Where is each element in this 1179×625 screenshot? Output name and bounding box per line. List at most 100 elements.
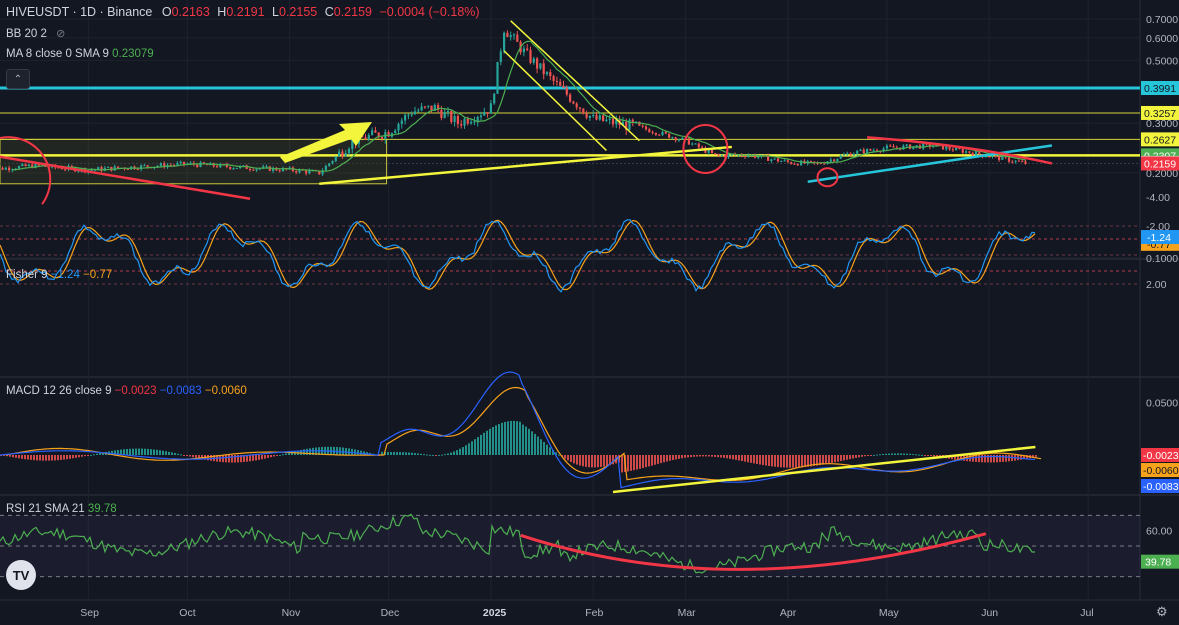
macd-histogram-bar [78, 455, 80, 458]
macd-histogram-bar [705, 455, 707, 457]
macd-histogram-bar [828, 455, 830, 464]
candle-body [885, 145, 888, 149]
macd-histogram-bar [534, 433, 536, 455]
macd-histogram-bar [414, 453, 416, 455]
collapse-legend-button[interactable]: ⌃ [6, 69, 30, 89]
macd-histogram-bar [540, 439, 542, 455]
macd-histogram-bar [876, 454, 878, 456]
macd-histogram-bar [678, 455, 680, 459]
candle-body [97, 167, 100, 170]
rsi-legend[interactable]: RSI 21 SMA 21 39.78 [6, 503, 117, 515]
candle-body [849, 153, 852, 156]
macd-histogram-bar [672, 455, 674, 461]
candle-body [281, 167, 285, 172]
macd-histogram-bar [879, 454, 881, 456]
time-axis-label: May [879, 607, 900, 619]
macd-histogram-bar [921, 454, 923, 456]
bb-legend[interactable]: BB 20 2 ⊘ [6, 27, 65, 40]
low-label: L [272, 5, 279, 19]
candle-body [598, 115, 601, 120]
candle-body [272, 167, 275, 171]
candle-body [978, 151, 981, 155]
macd-histogram-bar [558, 454, 560, 456]
macd-histogram-bar [690, 455, 692, 458]
candle-body [440, 109, 443, 119]
macd-histogram-bar [48, 455, 50, 461]
eye-off-icon[interactable]: ⊘ [56, 28, 66, 40]
price-tag [1141, 105, 1179, 120]
time-axis-label: 2025 [483, 607, 507, 619]
macd-histogram-bar [96, 453, 98, 455]
candle-body [872, 150, 875, 152]
ascending-trendline-yellow [319, 145, 732, 186]
candle-body [410, 114, 413, 116]
macd-histogram-bar [903, 453, 905, 455]
candle-body [965, 151, 968, 153]
candle-body [582, 108, 585, 114]
candle-body [644, 126, 648, 130]
macd-histogram-bar [798, 455, 800, 468]
candle-body [146, 165, 149, 167]
candle-body [506, 32, 509, 38]
candle-body [892, 146, 895, 148]
symbol-legend[interactable]: HIVEUSDT · 1D · Binance O0.2163 H0.2191 … [6, 5, 480, 19]
ma-value: 0.23079 [112, 48, 154, 60]
macd-histogram-bar [207, 455, 209, 461]
candle-body [869, 149, 872, 151]
macd-histogram-bar [189, 455, 191, 457]
macd-histogram-bar [183, 455, 185, 456]
macd-histogram-bar [840, 455, 842, 462]
ma-label: MA 8 close 0 SMA 9 [6, 48, 109, 60]
candle-body [829, 159, 832, 162]
macd-histogram-bar [849, 455, 851, 460]
macd-histogram-bar [525, 426, 527, 455]
macd-histogram-bar [498, 424, 500, 455]
candle-body [536, 58, 539, 69]
macd-histogram-bar [420, 453, 422, 455]
macd-histogram-bar [666, 455, 668, 462]
tradingview-logo: TV [6, 560, 36, 590]
candle-body [90, 169, 93, 171]
macd-histogram-bar [60, 455, 62, 460]
macd-legend[interactable]: MACD 12 26 close 9 −0.0023 −0.0083 −0.00… [6, 385, 247, 397]
candle-body [968, 151, 971, 153]
candle-body [364, 137, 367, 140]
gear-icon[interactable]: ⚙ [1156, 604, 1168, 619]
macd-histogram-bar [522, 424, 524, 455]
candle-body [235, 167, 238, 169]
macd-label: MACD 12 26 close 9 [6, 385, 112, 397]
macd-histogram-bar [645, 455, 647, 468]
fisher-legend[interactable]: Fisher 9 −1.24 −0.77 [6, 269, 112, 281]
macd-histogram-bar [51, 455, 53, 461]
macd-histogram-bar [180, 454, 182, 456]
macd-tag [1141, 463, 1179, 477]
candle-body [951, 149, 954, 151]
highlight-circle [682, 123, 729, 174]
macd-histogram-bar [915, 454, 917, 456]
candle-body [714, 153, 717, 155]
macd-histogram-bar [834, 455, 836, 463]
macd-histogram-bar [609, 455, 611, 466]
candle-body [773, 158, 776, 160]
candle-body [572, 101, 575, 104]
price-tag-label: 0.3257 [1144, 108, 1176, 120]
macd-histogram-bar [780, 455, 782, 468]
macd-histogram-bar [606, 455, 608, 466]
macd-histogram-bar [9, 455, 11, 457]
macd-histogram-bar [696, 455, 698, 457]
candle-body [308, 170, 311, 174]
macd-histogram-bar [201, 455, 203, 460]
candle-body [1001, 156, 1004, 160]
macd-histogram-bar [759, 455, 761, 465]
macd-histogram-bar [693, 455, 695, 457]
macd-histogram-bar [387, 452, 389, 455]
candle-body [140, 165, 143, 170]
ma-legend[interactable]: MA 8 close 0 SMA 9 0.23079 [6, 48, 154, 60]
macd-histogram-bar [978, 455, 980, 463]
candle-body [423, 106, 426, 108]
macd-histogram-bar [309, 448, 311, 455]
candle-body [681, 137, 684, 140]
candle-body [780, 161, 783, 163]
candle-body [565, 87, 568, 95]
